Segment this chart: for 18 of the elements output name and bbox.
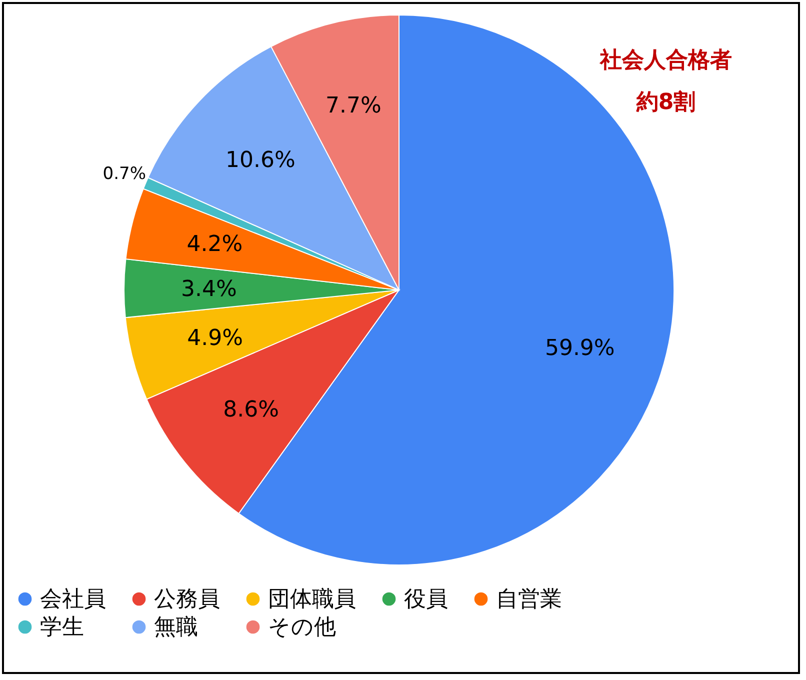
data-label: 7.7% <box>326 94 382 119</box>
data-label: 0.7% <box>102 164 146 184</box>
data-label: 3.4% <box>181 276 237 302</box>
data-label: 10.6% <box>226 148 296 173</box>
legend-label: 自営業 <box>496 587 562 612</box>
legend-label: その他 <box>268 615 336 640</box>
legend-label: 役員 <box>404 587 448 612</box>
text: 社会人合格者 <box>600 47 732 75</box>
data-label: 4.2% <box>186 232 243 257</box>
legend-label: 無職 <box>154 615 198 640</box>
data-label: 8.6% <box>223 397 280 422</box>
legend-label: 会社員 <box>40 587 106 612</box>
legend-label: 公務員 <box>154 587 220 612</box>
legend-label: 学生 <box>40 615 84 640</box>
data-label: 4.9% <box>187 326 244 351</box>
data-label: 59.9% <box>544 336 615 362</box>
text: 約8割 <box>635 89 697 117</box>
legend-label: 団体職員 <box>268 587 356 612</box>
